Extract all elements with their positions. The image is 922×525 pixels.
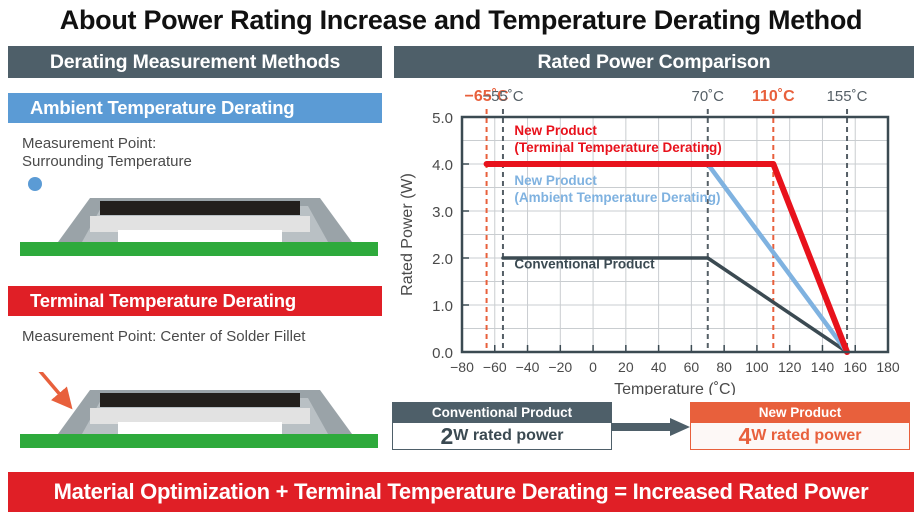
svg-text:Conventional Product: Conventional Product xyxy=(514,256,655,271)
svg-text:70˚C: 70˚C xyxy=(692,88,725,105)
badge-terminal-temperature-derating: Terminal Temperature Derating xyxy=(8,286,382,316)
svg-text:0: 0 xyxy=(589,359,597,375)
svg-text:40: 40 xyxy=(651,359,667,375)
svg-text:−55˚C: −55˚C xyxy=(482,88,523,105)
svg-text:New Product: New Product xyxy=(514,173,597,188)
svg-text:0.0: 0.0 xyxy=(432,345,453,362)
conventional-watt-number: 2 xyxy=(440,422,454,449)
svg-text:−20: −20 xyxy=(548,359,572,375)
right-arrow-icon xyxy=(612,418,690,436)
svg-text:−60: −60 xyxy=(483,359,507,375)
svg-text:160: 160 xyxy=(844,359,868,375)
svg-text:155˚C: 155˚C xyxy=(827,88,868,105)
svg-text:110˚C: 110˚C xyxy=(752,88,795,105)
svg-text:New Product: New Product xyxy=(514,123,597,138)
svg-text:−40: −40 xyxy=(516,359,540,375)
svg-text:1.0: 1.0 xyxy=(432,298,453,315)
measurement-point-terminal-label: Measurement Point: Center of Solder Fill… xyxy=(22,328,306,345)
svg-text:60: 60 xyxy=(684,359,700,375)
section-header-rated-power: Rated Power Comparison xyxy=(394,46,914,78)
svg-text:80: 80 xyxy=(716,359,732,375)
page-title: About Power Rating Increase and Temperat… xyxy=(59,4,863,35)
svg-text:(Ambient Temperature Derating): (Ambient Temperature Derating) xyxy=(514,190,720,205)
blue-dot-icon xyxy=(28,177,42,191)
svg-text:5.0: 5.0 xyxy=(432,110,453,127)
svg-text:−65˚C: −65˚C xyxy=(465,88,509,105)
svg-text:Temperature (˚C): Temperature (˚C) xyxy=(614,381,736,395)
svg-text:120: 120 xyxy=(778,359,802,375)
component-cross-section-terminal xyxy=(10,355,388,450)
svg-text:20: 20 xyxy=(618,359,634,375)
new-watt-number: 4 xyxy=(738,422,752,449)
svg-text:2.0: 2.0 xyxy=(432,251,453,268)
svg-text:100: 100 xyxy=(745,359,769,375)
svg-text:(Terminal Temperature Derating: (Terminal Temperature Derating) xyxy=(514,140,721,155)
comparison-title-new: New Product xyxy=(690,402,910,423)
conventional-watt-unit: W rated power xyxy=(453,427,564,444)
badge-ambient-temperature-derating: Ambient Temperature Derating xyxy=(8,93,382,123)
measurement-point-ambient-label: Measurement Point: Surrounding Temperatu… xyxy=(22,135,192,170)
svg-text:4.0: 4.0 xyxy=(432,157,453,174)
svg-text:−80: −80 xyxy=(450,359,474,375)
svg-text:180: 180 xyxy=(876,359,900,375)
rated-power-chart: 0.0 1.0 2.0 3.0 4.0 5.0 −80 −60 −40 −20 0 20 40 60 80 1… xyxy=(390,85,922,395)
section-header-derating-methods: Derating Measurement Methods xyxy=(8,46,382,78)
comparison-title-conventional: Conventional Product xyxy=(392,402,612,423)
svg-text:140: 140 xyxy=(811,359,835,375)
svg-text:Rated Power (W): Rated Power (W) xyxy=(399,173,416,296)
component-cross-section-ambient xyxy=(10,180,388,258)
svg-text:3.0: 3.0 xyxy=(432,204,453,221)
new-watt-unit: W rated power xyxy=(751,427,862,444)
summary-banner: Material Optimization + Terminal Tempera… xyxy=(8,472,914,512)
